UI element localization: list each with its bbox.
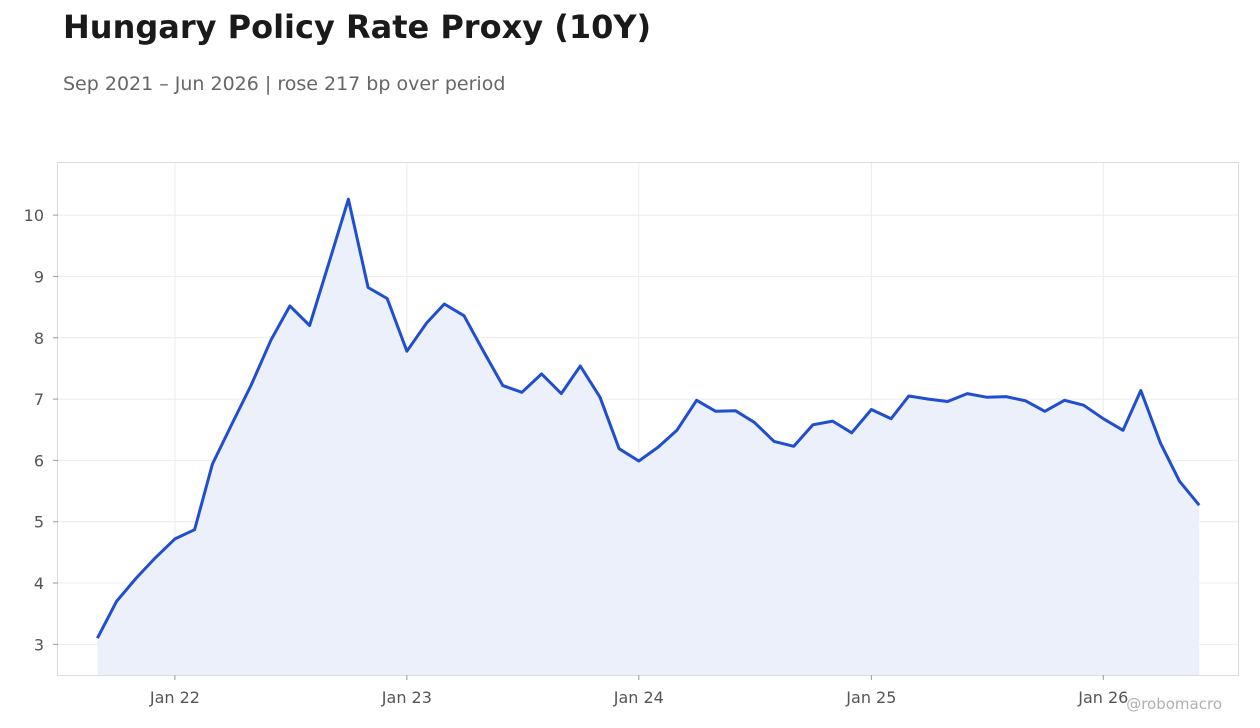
y-tick-label: 10 <box>24 206 44 225</box>
y-axis-ticks: 3 4 5 6 7 8 9 10 <box>24 206 58 654</box>
x-tick-label: Jan 26 <box>1077 688 1128 707</box>
x-tick-label: Jan 24 <box>613 688 664 707</box>
x-axis-ticks: Jan 22 Jan 23 Jan 24 Jan 25 Jan 26 <box>149 675 1128 707</box>
y-tick-label: 4 <box>34 574 44 593</box>
series-line <box>96 197 1201 639</box>
series-area <box>97 199 1200 675</box>
y-tick-label: 9 <box>34 267 44 286</box>
chart-title: Hungary Policy Rate Proxy (10Y) <box>63 8 652 46</box>
y-tick-label: 3 <box>34 635 44 654</box>
x-tick-label: Jan 25 <box>845 688 896 707</box>
y-tick-label: 5 <box>34 513 44 532</box>
y-tick-label: 8 <box>34 329 44 348</box>
x-tick-label: Jan 22 <box>149 688 200 707</box>
chart-subtitle: Sep 2021 – Jun 2026 | rose 217 bp over p… <box>63 73 506 95</box>
x-tick-label: Jan 23 <box>381 688 432 707</box>
y-tick-label: 7 <box>34 390 44 409</box>
plot-frame <box>57 162 1239 676</box>
watermark: @robomacro <box>1126 695 1222 713</box>
y-tick-label: 6 <box>34 451 44 470</box>
